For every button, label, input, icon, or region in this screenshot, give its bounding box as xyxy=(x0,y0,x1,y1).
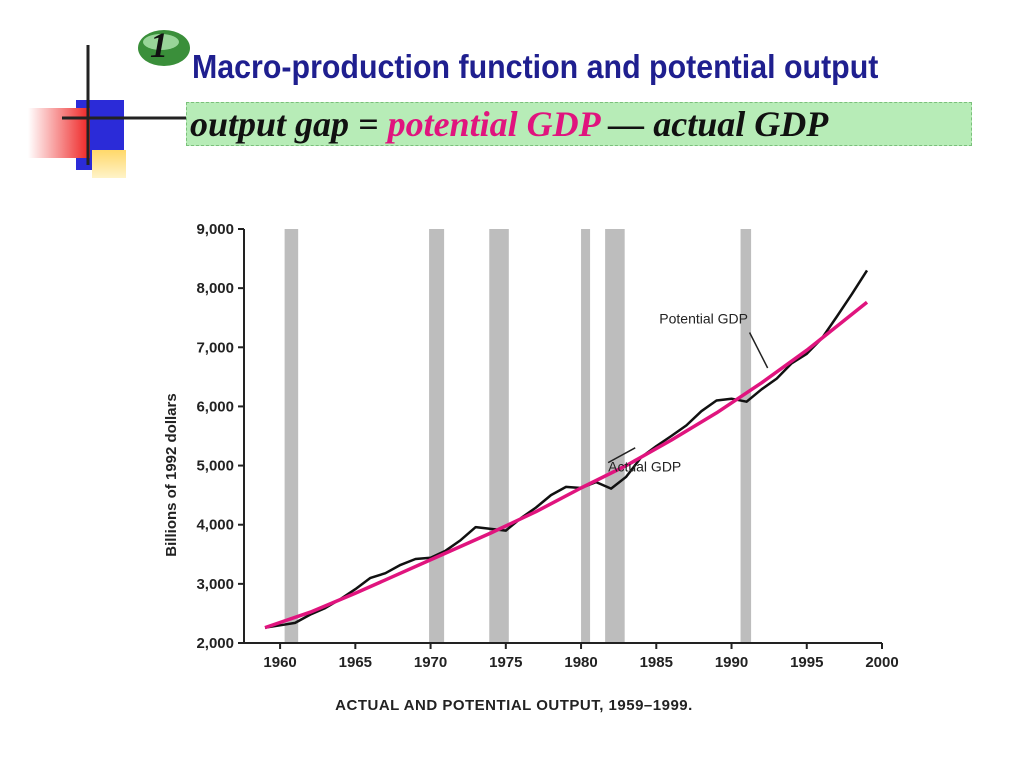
formula-right: — actual GDP xyxy=(599,104,829,144)
recession-band-5 xyxy=(740,229,752,643)
slide-number: 1 xyxy=(150,25,168,65)
x-tick-label-1980: 1980 xyxy=(564,654,597,671)
formula: output gap = potential GDP — actual GDP xyxy=(190,103,828,145)
x-tick-label-1985: 1985 xyxy=(640,654,673,671)
y-tick-label-2000: 2,000 xyxy=(196,635,234,652)
recession-band-4 xyxy=(605,229,625,643)
y-tick-label-7000: 7,000 xyxy=(196,339,234,356)
formula-highlight-box xyxy=(186,102,972,146)
axes: 2,000 3,000 4,000 5,000 6,000 7,000 8,000 9,000… xyxy=(196,221,898,671)
formula-left: output gap = xyxy=(190,104,388,144)
x-tick-label-2000: 2000 xyxy=(865,654,898,671)
y-tick-label-3000: 3,000 xyxy=(196,576,234,593)
actual-gdp-annotation: Actual GDP xyxy=(608,458,681,474)
recession-band-3 xyxy=(581,229,591,643)
actual-gdp-pointer xyxy=(607,447,636,464)
recession-band-0 xyxy=(284,229,299,643)
formula-potential-gdp: potential GDP xyxy=(387,104,600,144)
slide-title: Macro-production function and potential … xyxy=(192,48,879,85)
y-tick-label-4000: 4,000 xyxy=(196,517,234,534)
slide-logo-decoration xyxy=(28,45,190,178)
actual-gdp-line xyxy=(264,269,869,629)
series-lines xyxy=(264,269,869,630)
x-tick-label-1995: 1995 xyxy=(790,654,823,671)
x-tick-label-1965: 1965 xyxy=(339,654,372,671)
x-tick-label-1975: 1975 xyxy=(489,654,522,671)
y-tick-label-9000: 9,000 xyxy=(196,221,234,238)
recession-band-1 xyxy=(429,229,445,643)
gdp-chart: 2,000 3,000 4,000 5,000 6,000 7,000 8,000 9,000… xyxy=(163,221,899,714)
potential-gdp-line xyxy=(264,300,869,630)
chart-title: ACTUAL AND POTENTIAL OUTPUT, 1959–1999. xyxy=(335,697,693,714)
y-tick-label-8000: 8,000 xyxy=(196,280,234,297)
y-axis-label: Billions of 1992 dollars xyxy=(163,393,180,556)
y-tick-label-6000: 6,000 xyxy=(196,398,234,415)
recession-band-2 xyxy=(489,229,509,643)
series-annotations: Potential GDP Actual GDP xyxy=(607,311,769,474)
slide-number-badge-icon xyxy=(138,30,190,66)
y-tick-label-5000: 5,000 xyxy=(196,458,234,475)
x-tick-label-1990: 1990 xyxy=(715,654,748,671)
potential-gdp-annotation: Potential GDP xyxy=(659,311,748,327)
x-tick-label-1960: 1960 xyxy=(263,654,296,671)
potential-gdp-pointer xyxy=(748,332,769,369)
x-tick-label-1970: 1970 xyxy=(414,654,447,671)
recession-bands xyxy=(284,229,752,643)
